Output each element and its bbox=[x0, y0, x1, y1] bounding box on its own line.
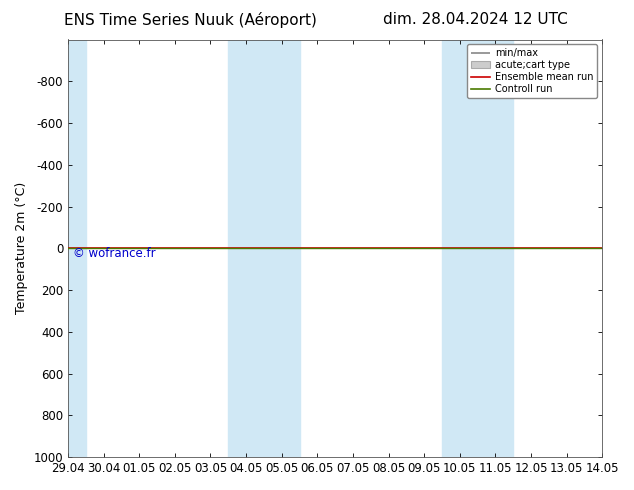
Bar bbox=[68, 40, 86, 457]
Bar bbox=[442, 40, 513, 457]
Text: dim. 28.04.2024 12 UTC: dim. 28.04.2024 12 UTC bbox=[383, 12, 568, 27]
Y-axis label: Temperature 2m (°C): Temperature 2m (°C) bbox=[15, 182, 28, 315]
Text: ENS Time Series Nuuk (Aéroport): ENS Time Series Nuuk (Aéroport) bbox=[64, 12, 316, 28]
Legend: min/max, acute;cart type, Ensemble mean run, Controll run: min/max, acute;cart type, Ensemble mean … bbox=[467, 45, 597, 98]
Text: © wofrance.fr: © wofrance.fr bbox=[74, 247, 156, 261]
Bar bbox=[228, 40, 299, 457]
